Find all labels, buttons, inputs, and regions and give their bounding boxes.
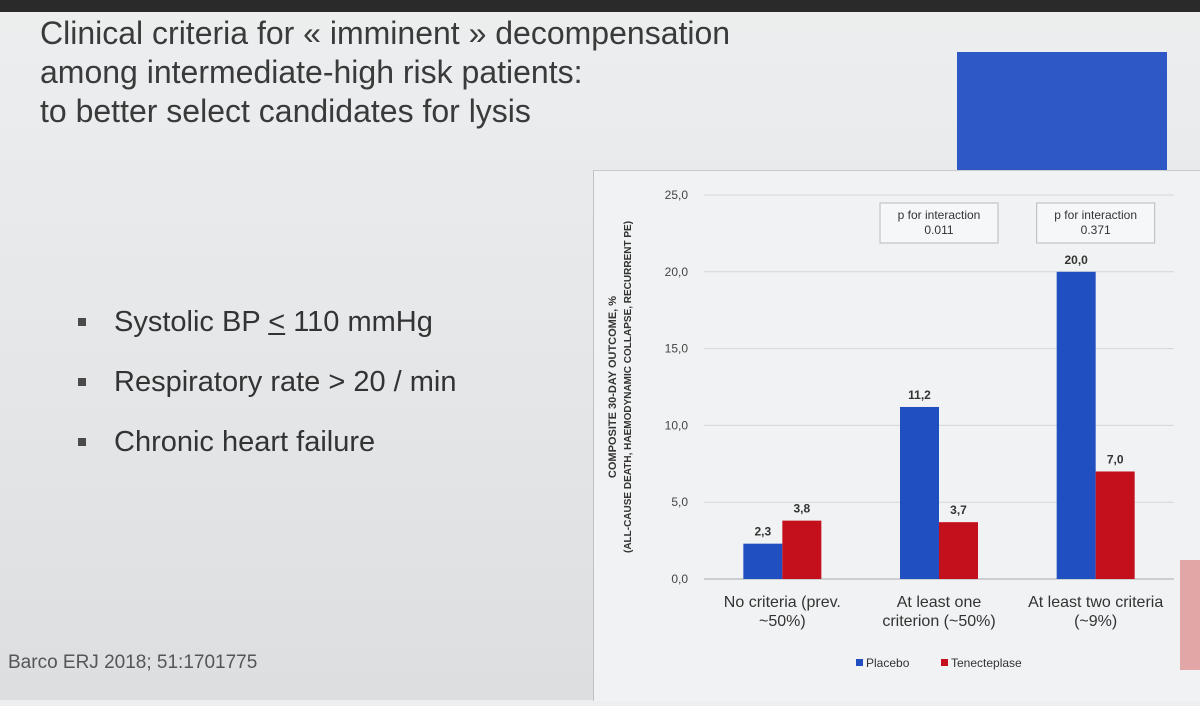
data-label: 3,7 xyxy=(950,503,967,517)
legend-label-placebo: Placebo xyxy=(866,656,910,670)
criteria-text: Chronic heart failure xyxy=(114,425,376,458)
criteria-text: Systolic BP < 110 mmHg xyxy=(114,305,433,338)
bar-tenecteplase xyxy=(782,520,822,579)
y-tick-label: 0,0 xyxy=(671,572,688,586)
legend-swatch-tenecteplase xyxy=(941,659,948,666)
title-line-2: among intermediate-high risk patients: xyxy=(40,54,583,90)
category-label: ~50%) xyxy=(759,613,806,630)
data-label: 20,0 xyxy=(1064,253,1088,267)
logo-box xyxy=(957,52,1167,184)
bar-placebo xyxy=(900,406,939,579)
accent-strip xyxy=(1180,560,1200,670)
criteria-item-systolic-bp: Systolic BP < 110 mmHg xyxy=(78,292,457,352)
bar-placebo xyxy=(743,543,783,579)
title-line-1: Clinical criteria for « imminent » decom… xyxy=(40,15,731,51)
p-interaction-label: p for interaction xyxy=(1054,208,1137,222)
legend-label-tenecteplase: Tenecteplase xyxy=(951,656,1022,670)
data-label: 11,2 xyxy=(908,388,931,402)
y-tick-label: 10,0 xyxy=(665,418,689,432)
title-line-3: to better select candidates for lysis xyxy=(40,93,531,129)
top-bar xyxy=(0,0,1200,12)
category-label: At least two criteria xyxy=(1028,594,1163,611)
bar-chart: 0,0 5,0 10,0 15,0 20,0 25,0 COMPOSITE 30-DAY O… xyxy=(607,188,1174,670)
criteria-item-heart-failure: Chronic heart failure xyxy=(78,412,457,472)
citation-footnote: Barco ERJ 2018; 51:1701775 xyxy=(8,652,258,673)
bar-placebo xyxy=(1056,271,1096,579)
bar-tenecteplase xyxy=(1095,471,1135,579)
y-axis-title: COMPOSITE 30-DAY OUTCOME, % xyxy=(607,296,619,478)
y-axis-subtitle: (ALL-CAUSE DEATH, HAEMODYNAMIC COLLAPSE,… xyxy=(623,221,634,553)
data-label: 3,8 xyxy=(793,502,810,516)
criteria-list: Systolic BP < 110 mmHg Respiratory rate … xyxy=(78,292,457,472)
category-label: (~9%) xyxy=(1074,613,1117,630)
data-label: 2,3 xyxy=(754,525,771,539)
category-label: criterion (~50%) xyxy=(882,613,995,630)
category-label: No criteria (prev. xyxy=(724,594,841,611)
y-tick-label: 5,0 xyxy=(671,495,688,509)
bullet-icon xyxy=(78,438,86,446)
bullet-icon xyxy=(78,318,86,326)
legend-swatch-placebo xyxy=(856,659,863,666)
slide-title: Clinical criteria for « imminent » decom… xyxy=(40,14,920,131)
data-label: 7,0 xyxy=(1107,452,1124,466)
criteria-item-respiratory-rate: Respiratory rate > 20 / min xyxy=(78,352,457,412)
p-interaction-value: 0.371 xyxy=(1081,223,1111,237)
category-label: At least one xyxy=(897,594,982,611)
p-interaction-label: p for interaction xyxy=(898,208,981,222)
bullet-icon xyxy=(78,378,86,386)
y-tick-label: 15,0 xyxy=(665,342,689,356)
bar-tenecteplase xyxy=(939,522,978,579)
chart-panel: 0,0 5,0 10,0 15,0 20,0 25,0 COMPOSITE 30-DAY O… xyxy=(593,170,1200,701)
y-tick-label: 20,0 xyxy=(665,265,689,279)
y-tick-label: 25,0 xyxy=(665,188,689,202)
p-interaction-value: 0.011 xyxy=(924,223,953,237)
criteria-text: Respiratory rate > 20 / min xyxy=(114,365,457,398)
p-interaction-box xyxy=(879,202,999,244)
p-interaction-box xyxy=(1036,202,1156,244)
